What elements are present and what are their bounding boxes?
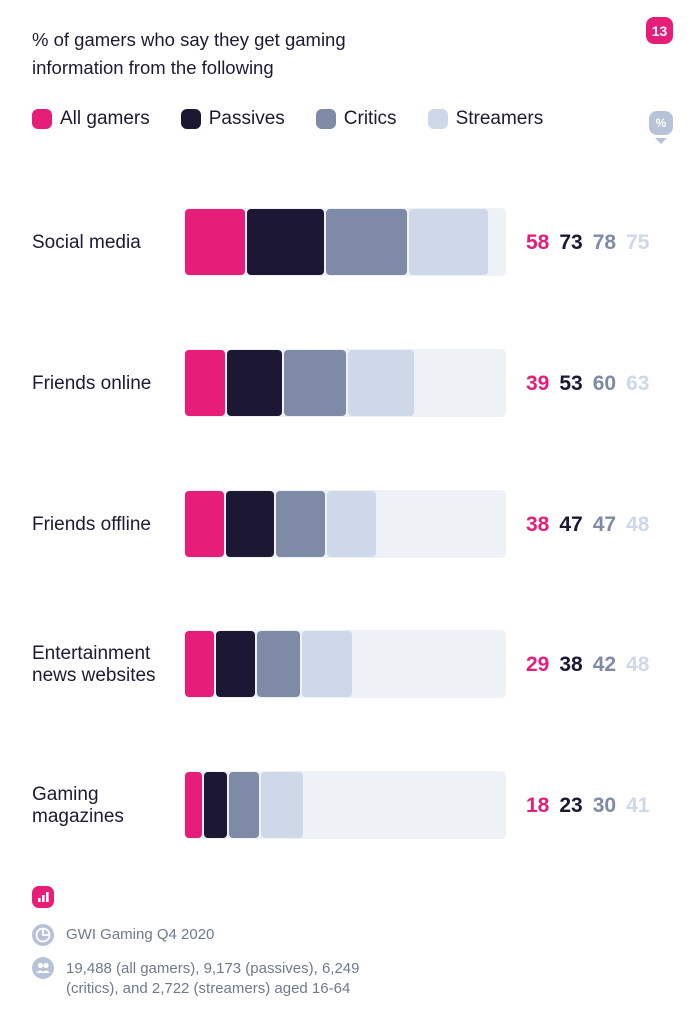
value-label-critics: 47 [592, 513, 617, 536]
legend-item-passives: Passives [180, 108, 285, 130]
value-label-all-gamers: 58 [526, 231, 550, 254]
bar-chart-icon [32, 886, 54, 908]
value-label-passives: 38 [559, 653, 583, 676]
value-label-passives: 23 [559, 794, 583, 817]
value-label-all-gamers: 38 [526, 513, 550, 536]
bar-track [184, 490, 506, 558]
bar-row-friends-online: Friends online 39 53 60 63 [0, 349, 698, 419]
category-label: Social media [32, 232, 141, 253]
bar-segment-streamers [326, 491, 377, 557]
bar-row-friends-offline: Friends offline 38 47 47 48 [0, 490, 698, 560]
value-label-passives: 47 [559, 513, 583, 536]
value-label-critics: 42 [592, 653, 617, 676]
bar-segment-all-gamers [185, 350, 225, 416]
bar-segment-passives [204, 772, 227, 838]
value-label-streamers: 48 [626, 653, 650, 676]
legend-swatch-all-gamers [32, 109, 52, 129]
source-pie-icon-svg [35, 927, 51, 943]
bar-row-gaming-magazines: Gaming magazines 18 23 30 41 [0, 771, 698, 841]
category-label: Friends offline [32, 514, 151, 535]
legend-label-passives: Passives [208, 108, 285, 129]
bar-track [184, 208, 506, 276]
percent-icon-box: % [649, 111, 673, 135]
bar-segment-passives [225, 491, 275, 557]
bar-segment-streamers [348, 350, 414, 416]
legend-item-streamers: Streamers [427, 108, 544, 130]
legend-item-critics: Critics [315, 108, 397, 130]
category-label: Entertainment news websites [32, 643, 156, 686]
bar-row-social-media: Social media 58 73 78 75 [0, 208, 698, 278]
value-label-all-gamers: 29 [526, 653, 550, 676]
bar-segment-streamers [301, 631, 352, 697]
bar-track [184, 771, 506, 839]
bar-segment-critics [325, 209, 408, 275]
legend-swatch-streamers [427, 109, 448, 129]
bar-segment-critics [276, 491, 325, 557]
value-labels: 38 47 47 48 [526, 490, 659, 560]
bar-row-entertainment-news-websites: Entertainment news websites 29 38 42 48 [0, 630, 698, 700]
bar-segment-passives [226, 350, 282, 416]
category-label: Friends online [32, 373, 152, 394]
value-label-passives: 73 [559, 231, 583, 254]
legend-label-critics: Critics [343, 108, 397, 129]
legend-label-streamers: Streamers [455, 108, 544, 129]
bar-segment-passives [247, 209, 324, 275]
source-text: GWI Gaming Q4 2020 [66, 926, 215, 943]
legend-swatch-passives [180, 109, 201, 129]
bar-segment-streamers [261, 772, 304, 838]
bar-segment-critics [283, 350, 347, 416]
percent-icon-arrow [655, 138, 667, 144]
bar-segment-all-gamers [185, 209, 246, 275]
value-label-streamers: 48 [626, 513, 650, 536]
value-labels: 39 53 60 63 [526, 349, 659, 419]
value-label-streamers: 63 [626, 372, 650, 395]
value-label-critics: 78 [592, 231, 617, 254]
percent-icon[interactable]: % [649, 111, 673, 145]
people-icon [32, 957, 54, 979]
value-label-all-gamers: 39 [526, 372, 550, 395]
legend-swatch-critics [315, 109, 336, 129]
value-label-critics: 30 [592, 794, 617, 817]
bar-segment-all-gamers [185, 491, 224, 557]
category-label: Gaming magazines [32, 784, 124, 827]
bar-track [184, 630, 506, 698]
bar-segment-critics [229, 772, 260, 838]
source-pie-icon [32, 924, 54, 946]
people-icon-svg [36, 962, 50, 973]
value-labels: 29 38 42 48 [526, 630, 659, 700]
bar-segment-all-gamers [185, 772, 203, 838]
value-label-passives: 53 [559, 372, 583, 395]
bar-track [184, 349, 506, 417]
value-labels: 18 23 30 41 [526, 771, 659, 841]
value-label-streamers: 41 [626, 794, 650, 817]
bar-segment-all-gamers [185, 631, 215, 697]
sample-text: 19,488 (all gamers), 9,173 (passives), 6… [66, 960, 360, 997]
value-label-critics: 60 [592, 372, 617, 395]
value-label-streamers: 75 [626, 231, 650, 254]
bar-segment-streamers [409, 209, 488, 275]
bar-segment-critics [256, 631, 300, 697]
value-label-all-gamers: 18 [526, 794, 550, 817]
chart-title: % of gamers who say they get gaming info… [32, 29, 346, 78]
legend-label-all-gamers: All gamers [60, 108, 150, 129]
chart-number-badge: 13 [646, 17, 673, 44]
legend-item-all-gamers: All gamers [32, 108, 150, 130]
value-labels: 58 73 78 75 [526, 208, 659, 278]
legend: All gamers Passives Critics Streamers [32, 108, 574, 130]
bar-segment-passives [216, 631, 255, 697]
bar-chart-icon-svg [38, 892, 49, 902]
